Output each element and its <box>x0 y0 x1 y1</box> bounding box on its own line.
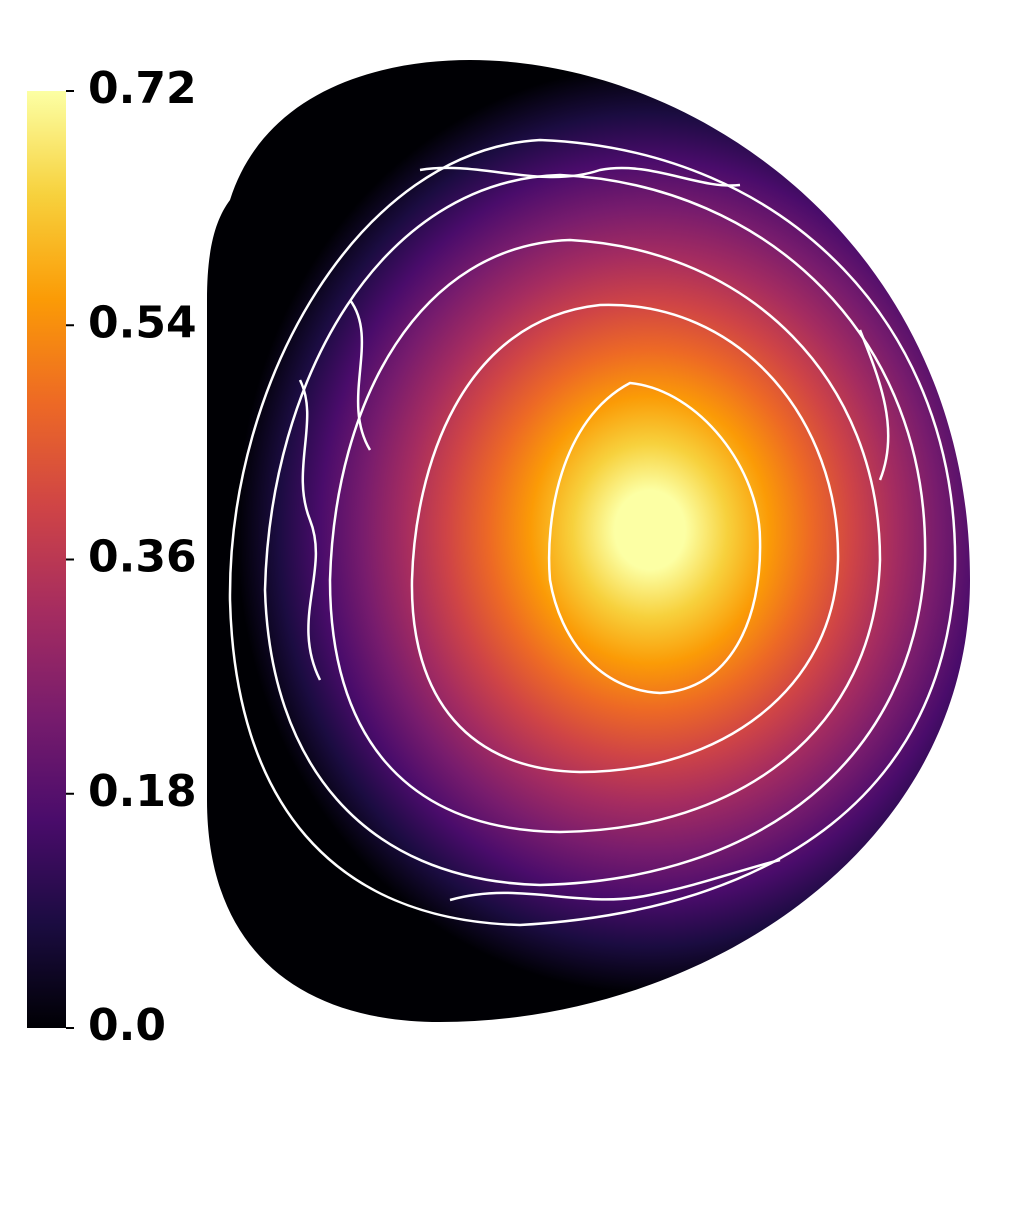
tick-label: 0.36 <box>88 532 197 583</box>
contour-line <box>228 138 957 927</box>
tick-label: 0.54 <box>88 297 197 348</box>
tick-label: 0.18 <box>88 766 197 817</box>
contour-line <box>410 303 840 774</box>
plasma-section <box>207 60 970 1022</box>
contour-line <box>298 166 890 902</box>
tick-label: 0.0 <box>88 1000 166 1051</box>
contour-line <box>263 173 927 887</box>
tick-label: 0.72 <box>88 63 197 114</box>
colorbar <box>27 91 66 1028</box>
contours <box>228 138 957 927</box>
contour-line <box>547 381 762 695</box>
